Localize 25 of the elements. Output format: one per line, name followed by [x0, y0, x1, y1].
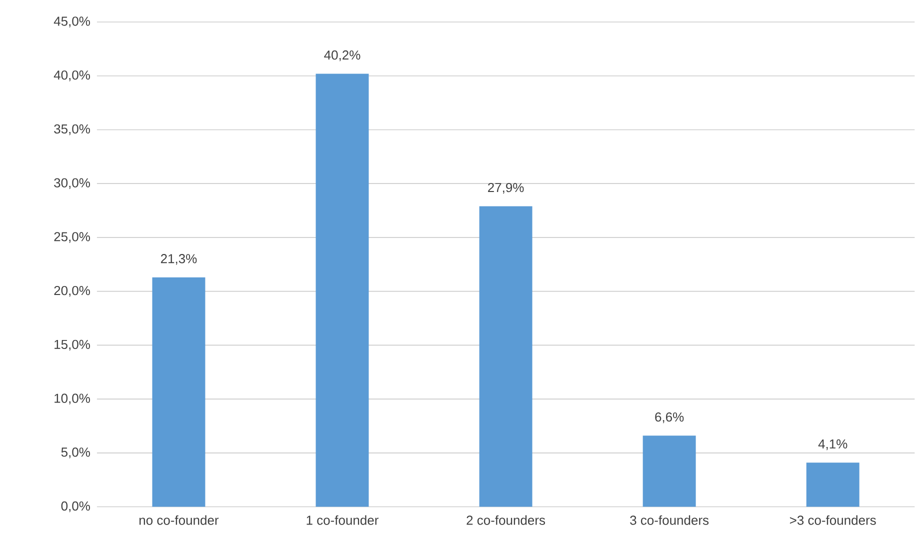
- bar: [152, 277, 206, 507]
- y-tick-label: 40,0%: [54, 70, 90, 82]
- y-tick-label: 0,0%: [61, 502, 90, 512]
- bar: [479, 206, 532, 507]
- x-tick-label: 3 co-founders: [630, 515, 709, 525]
- y-tick-label: 20,0%: [54, 286, 90, 297]
- x-tick-label: 1 co-founder: [306, 515, 378, 525]
- y-tick-label: 45,0%: [54, 16, 90, 28]
- y-tick-label: 5,0%: [61, 448, 90, 458]
- bar: [806, 462, 860, 507]
- data-label: 4,1%: [818, 440, 848, 450]
- bar: [642, 436, 696, 507]
- x-tick-label: >3 co-founders: [790, 515, 876, 525]
- x-tick-label: 2 co-founders: [466, 515, 546, 525]
- data-label: 21,3%: [160, 254, 197, 265]
- data-label: 27,9%: [488, 183, 524, 194]
- data-label: 40,2%: [324, 50, 360, 62]
- y-tick-label: 25,0%: [54, 232, 90, 243]
- y-tick-label: 10,0%: [54, 394, 90, 405]
- y-tick-label: 15,0%: [54, 340, 90, 351]
- y-tick-label: 35,0%: [54, 124, 90, 136]
- bar: [316, 74, 369, 507]
- data-label: 6,6%: [655, 412, 684, 424]
- x-tick-label: no co-founder: [139, 515, 219, 525]
- y-tick-label: 30,0%: [54, 178, 90, 190]
